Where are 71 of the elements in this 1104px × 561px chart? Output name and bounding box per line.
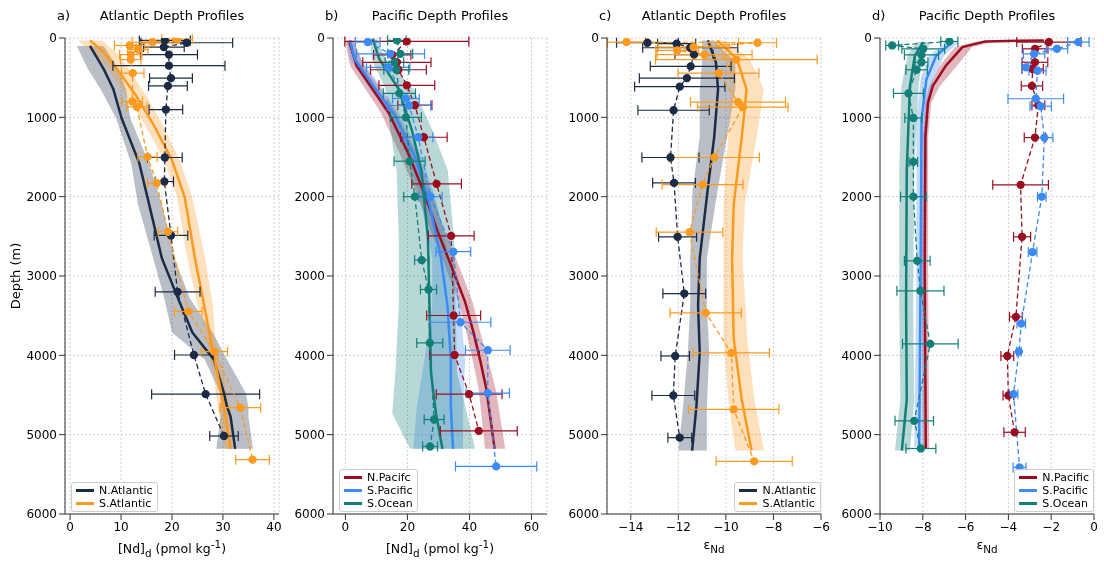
y-tick-label: 3000	[26, 269, 57, 284]
legend-label: S.Pacific	[1042, 484, 1088, 497]
x-tick-label: 40	[266, 519, 282, 534]
text: b)	[325, 8, 339, 23]
y-tick-label: 6000	[294, 507, 325, 522]
legend-label: S.Ocean	[367, 497, 413, 510]
x-axis-title: ε$_{Nd}$	[702, 537, 726, 555]
y-tick-label: 0	[864, 31, 872, 46]
x-tick-label: 60	[523, 519, 540, 534]
x-tick-label: −10	[867, 519, 893, 534]
legend-label: S.Ocean	[1042, 497, 1088, 510]
x-tick-label: 20	[164, 519, 180, 534]
y-tick-label: 4000	[841, 348, 872, 363]
y-tick-label: 2000	[568, 189, 599, 204]
y-tick-label: 2000	[841, 189, 872, 204]
x-tick-label: −6	[956, 519, 975, 534]
x-tick-label: 0	[66, 519, 74, 534]
x-tick-label: 20	[399, 519, 416, 534]
legend-label: N.Pacifc	[367, 471, 411, 484]
legend-label: S.Atlantic	[99, 497, 152, 510]
y-tick-label: 3000	[294, 269, 325, 284]
y-tick-label: 3000	[568, 269, 599, 284]
y-tick-label: 4000	[568, 348, 599, 363]
text: d)	[872, 8, 886, 23]
x-tick-label: 10	[113, 519, 129, 534]
x-axis-title: ε$_{Nd}$	[975, 537, 999, 555]
x-tick-label: −4	[999, 519, 1018, 534]
legend-label: N.Atlantic	[99, 484, 153, 497]
x-tick-label: −2	[1042, 519, 1061, 534]
y-tick-label: 5000	[294, 427, 325, 442]
x-tick-label: −12	[665, 519, 691, 534]
legend-label: S.Pacific	[367, 484, 413, 497]
y-tick-label: 1000	[26, 110, 57, 125]
y-tick-label: 0	[49, 31, 57, 46]
y-tick-label: 3000	[841, 269, 872, 284]
x-tick-label: −6	[812, 519, 830, 534]
x-tick-label: −8	[764, 519, 783, 534]
y-tick-label: 4000	[26, 348, 57, 363]
chart-title: Atlantic Depth Profiles	[641, 8, 787, 23]
x-tick-label: 0	[341, 519, 350, 534]
x-axis-title: [Nd]$_{d}$ (pmol kg$^{-1}$)	[116, 538, 228, 559]
chart-title: Pacific Depth Profiles	[371, 8, 509, 23]
x-tick-label: 30	[215, 519, 231, 534]
x-tick-label: 0	[1090, 519, 1098, 534]
y-tick-label: 0	[317, 31, 325, 46]
y-tick-label: 4000	[294, 348, 325, 363]
y-tick-label: 5000	[26, 427, 57, 442]
y-tick-label: 1000	[568, 110, 599, 125]
x-axis-title: [Nd]$_{d}$ (pmol kg$^{-1}$)	[384, 538, 496, 559]
y-tick-label: 0	[591, 31, 599, 46]
y-tick-label: 2000	[26, 189, 57, 204]
y-tick-label: 1000	[841, 110, 872, 125]
x-tick-label: −10	[713, 519, 739, 534]
legend-label: N.Atlantic	[762, 484, 816, 497]
x-tick-label: −14	[618, 519, 644, 534]
y-tick-label: 1000	[294, 110, 325, 125]
chart-title: Atlantic Depth Profiles	[99, 8, 245, 23]
legend-label: N.Pacific	[1042, 471, 1089, 484]
y-tick-label: 6000	[26, 507, 57, 522]
y-tick-label: 6000	[568, 507, 599, 522]
y-tick-label: 6000	[841, 507, 872, 522]
y-tick-label: 5000	[568, 427, 599, 442]
x-tick-label: −8	[913, 519, 932, 534]
chart-title: Pacific Depth Profiles	[918, 8, 1056, 23]
text: c)	[599, 8, 612, 23]
y-tick-label: 2000	[294, 189, 325, 204]
y-axis-title: Depth (m)	[7, 242, 23, 310]
y-tick-label: 5000	[841, 427, 872, 442]
legend-label: S.Atlantic	[762, 497, 815, 510]
text: a)	[57, 8, 71, 23]
x-tick-label: 40	[461, 519, 478, 534]
